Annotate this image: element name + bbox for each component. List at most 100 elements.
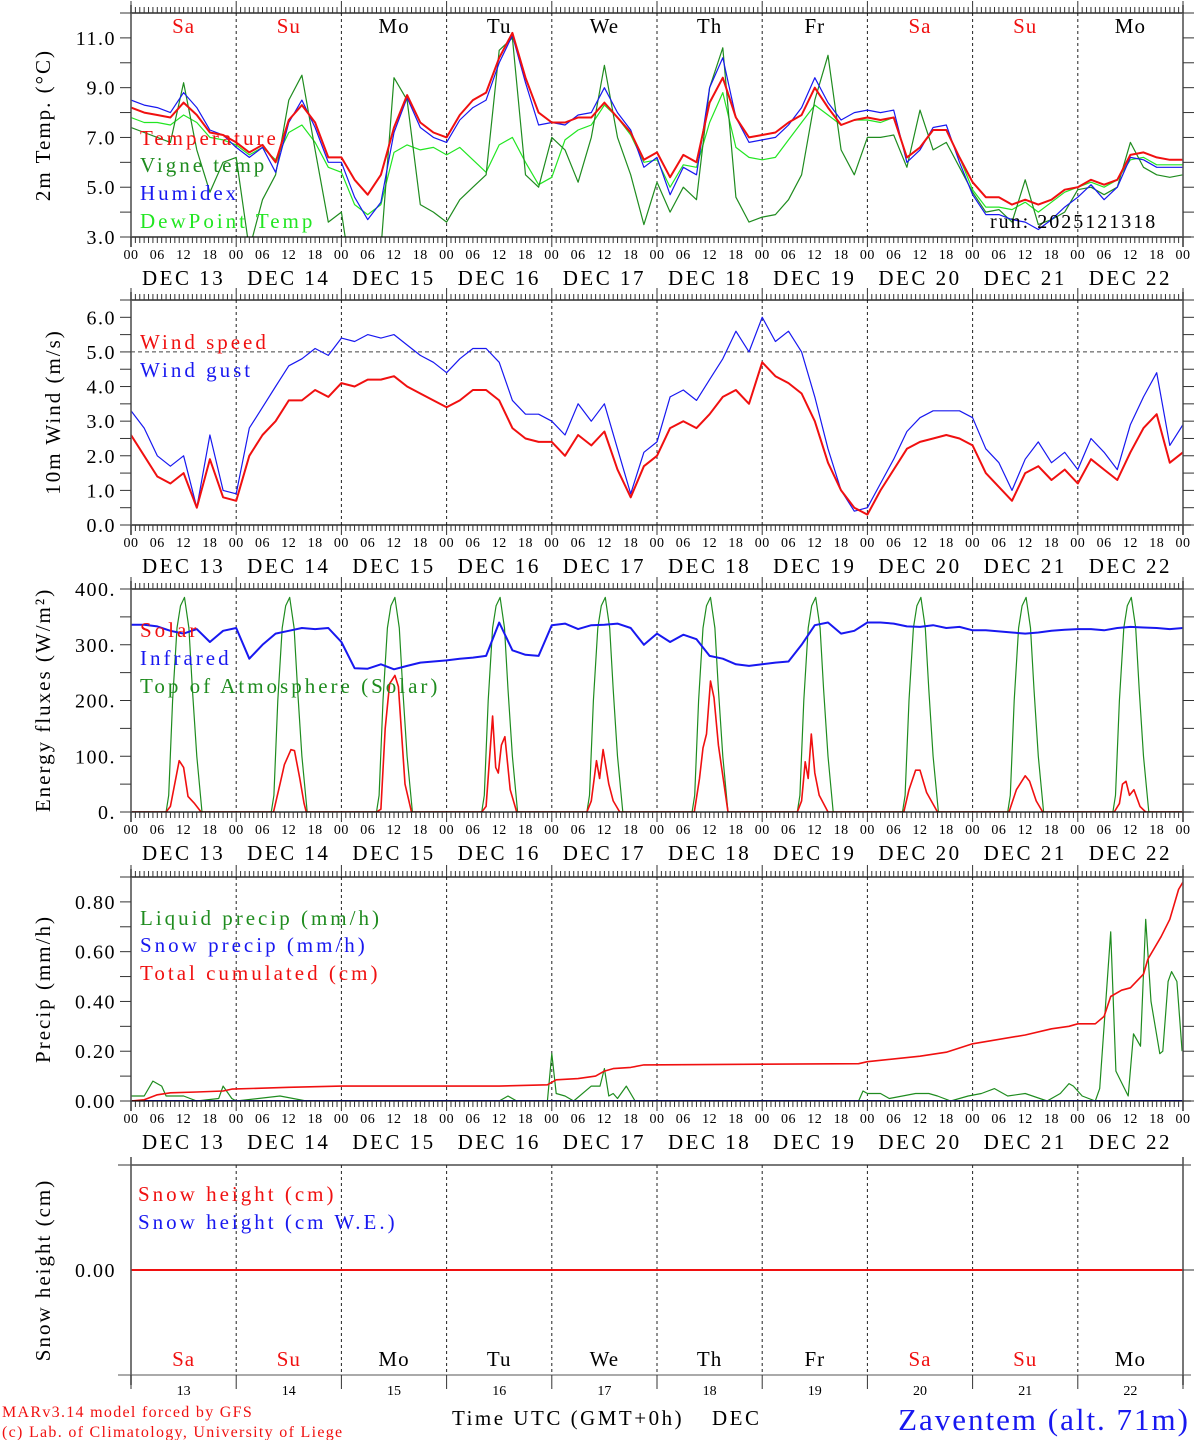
date-label: DEC 18 [668,554,751,578]
date-label: DEC 20 [878,554,961,578]
day-name-label: Su [277,1347,301,1371]
hour-tick-label: 18 [1044,248,1059,263]
hour-tick-label: 06 [150,823,165,838]
hour-tick-label: 06 [255,823,270,838]
y-tick-label: 0.00 [75,1260,116,1282]
hour-tick-label: 18 [623,536,638,551]
hour-tick-label: 12 [597,1112,612,1127]
date-label: DEC 19 [773,266,856,290]
precip-series-group [131,881,1183,1101]
day-number-label: 14 [282,1384,296,1399]
hour-tick-label: 18 [1149,536,1164,551]
hour-tick-label: 12 [387,248,402,263]
legend-snow-height: Snow height (cm) [138,1182,336,1206]
date-label: DEC 20 [878,266,961,290]
y-tick-label: 5.0 [87,177,117,199]
hour-tick-label: 18 [1149,248,1164,263]
time-axis-title: Time UTC (GMT+0h) [452,1406,684,1430]
hour-tick-label: 12 [913,823,928,838]
wind-series-group [131,316,1183,516]
hour-tick-label: 00 [965,1112,980,1127]
hour-tick-label: 12 [387,823,402,838]
y-tick-label: 7.0 [87,127,117,149]
hour-tick-label: 00 [650,1112,665,1127]
legend-temperature: Temperature [140,126,279,150]
date-label: DEC 17 [563,554,646,578]
series-line-wind-speed [131,361,1183,516]
hour-tick-label: 12 [1018,1112,1033,1127]
y-tick-label: 2.0 [87,446,117,468]
y-axis-title-snow: Snow height (cm) [31,1179,55,1361]
day-name-label: Fr [804,14,825,38]
hour-tick-label: 06 [1097,248,1112,263]
hour-tick-label: 12 [1018,823,1033,838]
date-label: DEC 15 [352,266,435,290]
hour-tick-label: 18 [939,536,954,551]
day-name-label: Tu [487,1347,512,1371]
hour-tick-label: 06 [991,248,1006,263]
hour-tick-label: 12 [702,248,717,263]
legend-solar: Solar [140,618,199,642]
date-label: DEC 16 [458,554,541,578]
y-axis-title-precip: Precip (mm/h) [31,915,55,1063]
hour-tick-label: 12 [1123,248,1138,263]
hour-tick-label: 18 [1044,823,1059,838]
hour-tick-label: 18 [728,823,743,838]
hour-tick-label: 06 [150,248,165,263]
hour-tick-label: 12 [597,536,612,551]
hour-tick-label: 00 [1070,248,1085,263]
hour-tick-label: 12 [492,1112,507,1127]
hour-tick-label: 12 [597,248,612,263]
hour-tick-label: 06 [571,248,586,263]
date-label: DEC 18 [668,266,751,290]
hour-tick-label: 12 [492,248,507,263]
y-tick-label: 4.0 [87,377,117,399]
legend-wind-speed: Wind speed [140,330,269,354]
hour-tick-label: 06 [1097,823,1112,838]
date-label: DEC 16 [458,1130,541,1154]
hour-tick-label: 06 [991,536,1006,551]
day-number-label: 18 [703,1384,717,1399]
date-label: DEC 17 [563,266,646,290]
hour-tick-label: 00 [124,248,139,263]
hour-tick-label: 00 [1176,823,1191,838]
hour-tick-label: 06 [571,536,586,551]
hour-tick-label: 00 [229,1112,244,1127]
hour-tick-label: 12 [1123,823,1138,838]
day-name-label: Sa [909,14,932,38]
date-label: DEC 13 [142,1130,225,1154]
hour-tick-label: 06 [676,1112,691,1127]
hour-tick-label: 00 [755,536,770,551]
hour-tick-label: 00 [860,823,875,838]
day-number-label: 16 [492,1384,506,1399]
series-line-top-of-atmosphere-solar [131,596,1183,812]
footer-credit: (c) Lab. of Climatology, University of L… [2,1424,343,1440]
hour-tick-label: 18 [202,536,217,551]
date-label: DEC 21 [984,1130,1067,1154]
hour-tick-label: 00 [1176,536,1191,551]
hour-tick-label: 06 [781,1112,796,1127]
hour-tick-label: 06 [1097,536,1112,551]
hour-tick-label: 00 [124,536,139,551]
y-axis-title-temp: 2m Temp. (°C) [31,49,55,201]
hour-tick-label: 06 [571,1112,586,1127]
hour-tick-label: 12 [597,823,612,838]
hour-tick-label: 06 [255,1112,270,1127]
hour-tick-label: 00 [334,823,349,838]
day-number-label: 22 [1123,1384,1137,1399]
day-name-label: Mo [1115,14,1146,38]
day-name-label: Mo [378,1347,409,1371]
hour-tick-label: 06 [571,823,586,838]
hour-tick-label: 18 [728,536,743,551]
hour-tick-label: 12 [281,1112,296,1127]
date-label: DEC 15 [352,1130,435,1154]
date-label: DEC 19 [773,841,856,865]
hour-tick-label: 00 [1070,1112,1085,1127]
date-label: DEC 16 [458,841,541,865]
y-tick-label: 6.0 [87,307,117,329]
series-line-temperature [131,31,1183,206]
hour-tick-label: 18 [939,1112,954,1127]
y-tick-label: 0. [98,802,116,824]
hour-tick-label: 18 [308,1112,323,1127]
hour-tick-label: 18 [834,1112,849,1127]
